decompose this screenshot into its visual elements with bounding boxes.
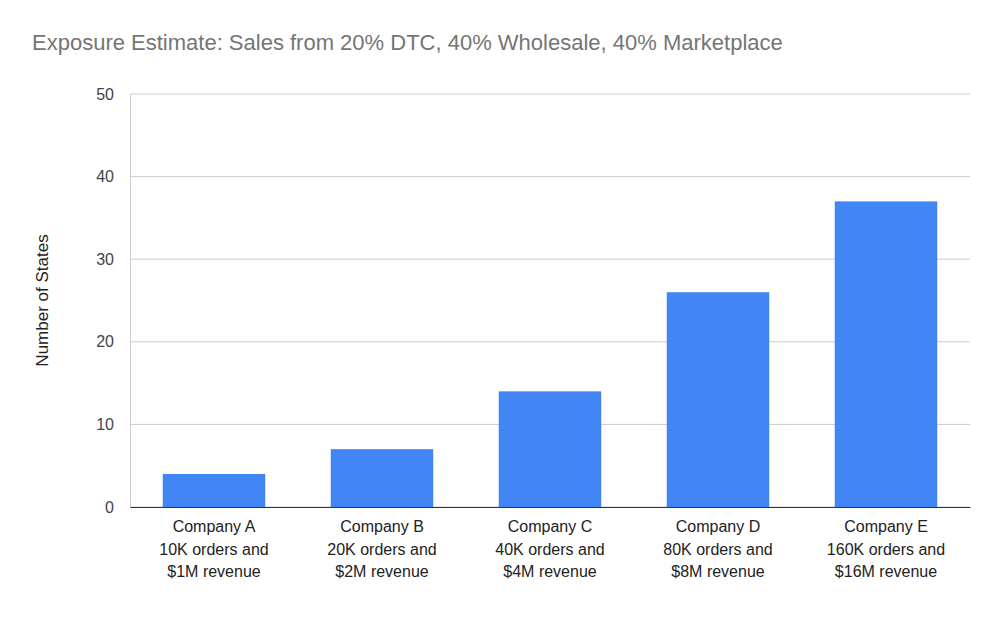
x-tick-label-line: 10K orders and (159, 541, 268, 558)
bars (163, 201, 937, 507)
grid (130, 94, 970, 507)
bar (331, 449, 433, 507)
x-tick-label-line: $2M revenue (335, 563, 428, 580)
x-axis-line (131, 507, 971, 508)
y-tick-label: 20 (96, 333, 114, 350)
x-tick: Company C 40K orders and $4M revenue (495, 507, 604, 580)
y-tick: 10 (96, 416, 130, 433)
x-tick-label-line: 160K orders and (827, 541, 945, 558)
grid-line (130, 176, 970, 177)
x-tick-label-line: Company B (340, 518, 424, 535)
title: Exposure Estimate: Sales from 20% DTC, 4… (32, 30, 783, 55)
y-tick-label: 0 (105, 499, 114, 516)
x-tick-label: Company A 10K orders and $1M revenue (159, 518, 268, 580)
y-tick-label: 30 (96, 251, 114, 268)
grid-line (130, 94, 970, 95)
y-tick: 50 (96, 86, 130, 103)
y-tick: 30 (96, 251, 130, 268)
y-axis-line (130, 95, 131, 508)
bar (835, 201, 937, 507)
x-tick-label-line: $1M revenue (167, 563, 260, 580)
y-tick: 20 (96, 333, 130, 350)
x-tick-label-line: $8M revenue (671, 563, 764, 580)
x-tick-label-line: Company D (676, 518, 760, 535)
y-tick-label: 50 (96, 86, 114, 103)
chart: 0 10 20 30 40 50 Company A 10K orders and $1M re… (0, 0, 1000, 618)
bar (667, 292, 769, 507)
x-axis: Company A10K orders and$1M revenueCompan… (131, 507, 971, 580)
x-tick-label-line: Company C (508, 518, 592, 535)
y-axis: 0 10 20 30 40 50 (96, 86, 130, 516)
y-tick-label: 40 (96, 168, 114, 185)
x-tick: Company B 20K orders and $2M revenue (327, 507, 436, 580)
x-tick-label-line: 80K orders and (663, 541, 772, 558)
plot: 0 10 20 30 40 50 Company A 10K orders and $1M re… (96, 86, 970, 581)
y-tick: 40 (96, 168, 130, 185)
x-tick-label: Company E 160K orders and $16M revenue (827, 518, 945, 580)
x-tick: Company D 80K orders and $8M revenue (663, 507, 772, 580)
x-tick-label-line: 20K orders and (327, 541, 436, 558)
bar (163, 474, 265, 507)
y-axis-title: Number of States (33, 234, 52, 366)
x-tick: Company E 160K orders and $16M revenue (827, 507, 945, 580)
x-tick: Company A 10K orders and $1M revenue (159, 507, 268, 580)
x-tick-label: Company B 20K orders and $2M revenue (327, 518, 436, 580)
x-tick-label-line: 40K orders and (495, 541, 604, 558)
x-tick-label-line: $4M revenue (503, 563, 596, 580)
x-tick-label: Company C 40K orders and $4M revenue (495, 518, 604, 580)
x-tick-label: Company D 80K orders and $8M revenue (663, 518, 772, 580)
y-tick: 0 (105, 499, 130, 516)
x-tick-label-line: Company E (844, 518, 928, 535)
y-tick-label: 10 (96, 416, 114, 433)
x-tick-label-line: Company A (173, 518, 256, 535)
bar (499, 391, 601, 507)
x-tick-label-line: $16M revenue (835, 563, 937, 580)
